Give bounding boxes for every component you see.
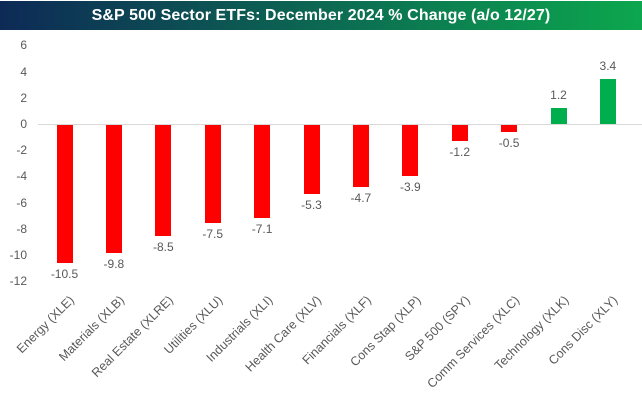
chart-title-bar: S&P 500 Sector ETFs: December 2024 % Cha…: [0, 1, 642, 30]
y-tick-label: 0: [20, 117, 27, 131]
y-tick-label: 2: [20, 90, 27, 105]
y-tick-label: 6: [20, 38, 27, 53]
value-label-comm-services-xlc: -0.5: [498, 135, 520, 150]
chart-title: S&P 500 Sector ETFs: December 2024 % Cha…: [91, 6, 551, 24]
bar-financials-xlf: [352, 125, 369, 187]
value-label-cons-stap-xlp: -3.9: [399, 180, 421, 195]
bar-real-estate-xlre: [155, 125, 172, 237]
value-label-technology-xlk: 1.2: [550, 88, 567, 103]
value-label-health-care-xlv: -5.3: [301, 198, 322, 213]
bar-cons-stap-xlp: [402, 125, 419, 177]
y-tick-label: -2: [16, 143, 27, 158]
value-label-utilities-xlu: -7.5: [202, 227, 224, 242]
bar-materials-xlb: [105, 125, 122, 254]
bar-energy-xle: [56, 125, 73, 263]
y-tick-label: -12: [9, 274, 27, 289]
bar-s-p-500-spy: [451, 125, 468, 141]
bar-industrials-xli: [254, 125, 271, 219]
value-label-financials-xlf: -4.7: [350, 190, 372, 205]
y-tick-label: -10: [9, 248, 27, 263]
bar-health-care-xlv: [303, 125, 320, 195]
value-label-s-p-500-spy: -1.2: [449, 144, 471, 159]
bar-utilities-xlu: [204, 125, 221, 224]
category-label-comm-services-xlc: Comm Services (XLC): [424, 293, 523, 391]
x-axis-line: [38, 124, 642, 125]
y-tick-label: -4: [16, 169, 27, 184]
bar-comm-services-xlc: [501, 125, 518, 132]
value-label-materials-xlb: -9.8: [103, 257, 125, 272]
y-tick-label: -8: [16, 221, 27, 236]
bar-cons-disc-xly: [599, 79, 616, 124]
value-label-real-estate-xlre: -8.5: [152, 240, 174, 255]
value-label-industrials-xli: -7.1: [251, 222, 273, 237]
bar-technology-xlk: [550, 108, 567, 124]
y-tick-label: -6: [16, 195, 27, 210]
value-label-cons-disc-xly: 3.4: [599, 59, 617, 74]
y-tick-label: 4: [20, 64, 27, 79]
value-label-energy-xle: -10.5: [50, 266, 79, 281]
